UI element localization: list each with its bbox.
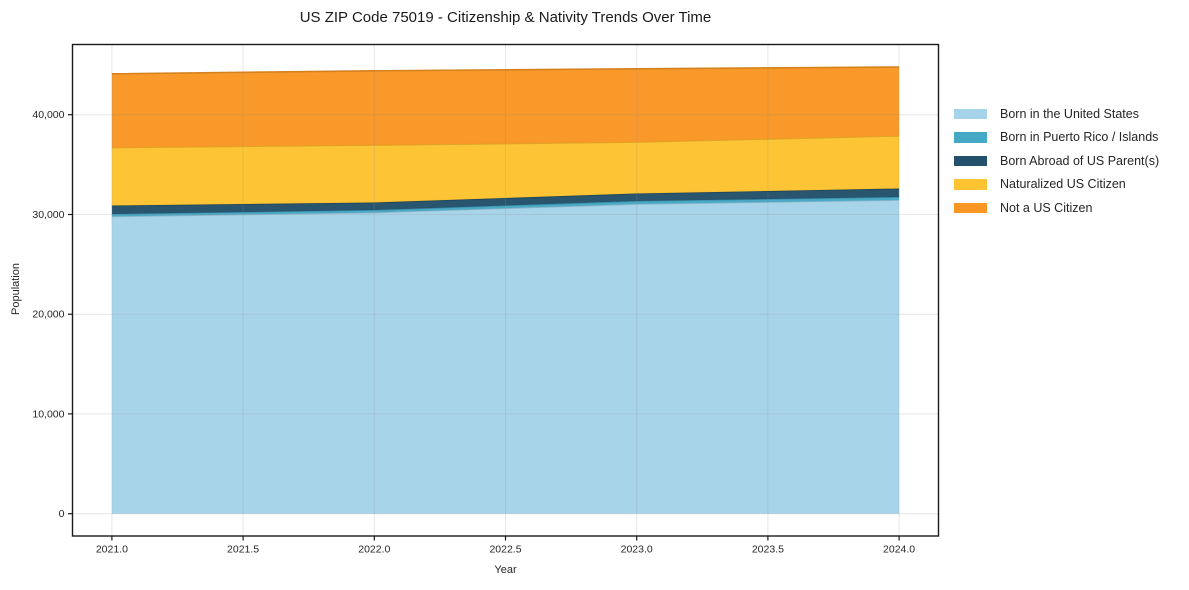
x-tick-label: 2023.0 xyxy=(621,544,653,556)
legend-label: Born Abroad of US Parent(s) xyxy=(1000,153,1160,168)
legend-label: Naturalized US Citizen xyxy=(1000,177,1126,192)
area-naturalized-us-citizen xyxy=(111,135,900,206)
legend-item-born-abroad-of-us-parent-s: Born Abroad of US Parent(s) xyxy=(954,149,1159,173)
y-axis-label: Population xyxy=(10,263,22,315)
legend-swatch-icon xyxy=(954,132,987,143)
edge-not-a-us-citizen xyxy=(111,66,900,75)
x-axis-label: Year xyxy=(494,564,517,576)
x-tick-label: 2021.0 xyxy=(96,544,128,556)
legend-item-born-in-the-united-states: Born in the United States xyxy=(954,102,1159,126)
x-tick-label: 2021.5 xyxy=(227,544,259,556)
area-born-abroad-of-us-parent-s xyxy=(111,188,900,214)
legend-item-not-a-us-citizen: Not a US Citizen xyxy=(954,196,1159,220)
legend-label: Not a US Citizen xyxy=(1000,200,1093,215)
x-tick-label: 2022.5 xyxy=(489,544,521,556)
x-tick-label: 2024.0 xyxy=(883,544,915,556)
legend-label: Born in the United States xyxy=(1000,106,1139,121)
y-tick-label: 40,000 xyxy=(32,109,64,121)
legend: Born in the United States Born in Puerto … xyxy=(954,102,1159,220)
legend-swatch-icon xyxy=(954,108,987,119)
legend-item-naturalized-us-citizen: Naturalized US Citizen xyxy=(954,173,1159,197)
legend-swatch-icon xyxy=(954,179,987,190)
y-tick-label: 0 xyxy=(59,508,65,520)
y-tick-label: 20,000 xyxy=(32,309,64,321)
area-born-in-the-united-states xyxy=(111,200,900,514)
chart-title: US ZIP Code 75019 - Citizenship & Nativi… xyxy=(299,9,712,26)
x-tick-label: 2022.0 xyxy=(358,544,390,556)
y-tick-label: 30,000 xyxy=(32,209,64,221)
legend-label: Born in Puerto Rico / Islands xyxy=(1000,130,1159,145)
area-not-a-us-citizen xyxy=(111,67,900,148)
legend-item-born-in-puerto-rico-islands: Born in Puerto Rico / Islands xyxy=(954,126,1159,150)
x-tick-label: 2023.5 xyxy=(752,544,784,556)
legend-swatch-icon xyxy=(954,155,987,166)
legend-swatch-icon xyxy=(954,202,987,213)
y-tick-label: 10,000 xyxy=(32,408,64,420)
